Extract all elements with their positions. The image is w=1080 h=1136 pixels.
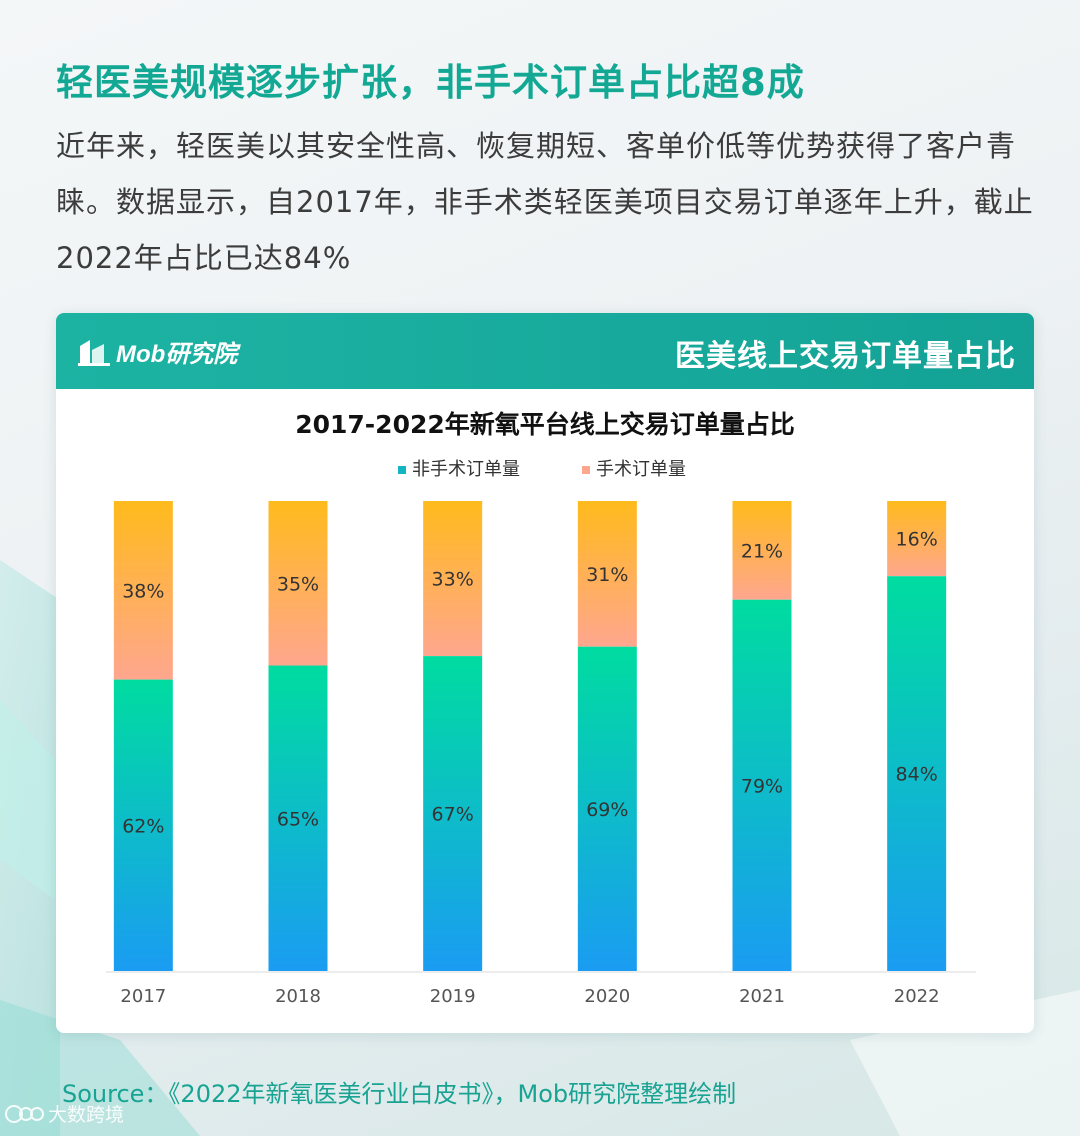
data-label-surgical: 31% [586, 564, 628, 586]
x-tick-label: 2018 [275, 986, 321, 1007]
x-tick-label: 2021 [739, 986, 785, 1007]
data-label-surgical: 38% [122, 580, 164, 602]
mob-logo: Mob研究院 [78, 331, 237, 371]
bar-surgical-2020 [577, 501, 637, 647]
watermark: 大数跨境 [4, 1100, 124, 1127]
x-tick-label: 2020 [584, 986, 630, 1007]
x-tick-label: 2017 [120, 986, 166, 1007]
building-icon [78, 340, 110, 366]
data-label-non-surgical: 62% [122, 815, 164, 837]
bar-surgical-2018 [268, 501, 328, 666]
data-label-non-surgical: 84% [896, 764, 938, 786]
source-note: Source：《2022年新氧医美行业白皮书》，Mob研究院整理绘制 [62, 1080, 737, 1108]
legend-swatch [398, 466, 406, 474]
bar-surgical-2017 [113, 501, 173, 680]
data-label-surgical: 21% [741, 540, 783, 562]
chart-card: Mob研究院 医美线上交易订单量占比 2017-2022年新氧平台线上交易订单量… [56, 313, 1034, 1033]
card-title: 医美线上交易订单量占比 [675, 339, 1016, 374]
legend-label: 手术订单量 [596, 459, 686, 480]
data-label-surgical: 35% [277, 573, 319, 595]
data-label-non-surgical: 69% [586, 799, 628, 821]
x-tick-label: 2022 [894, 986, 940, 1007]
intro-paragraph: 近年来，轻医美以其安全性高、恢复期短、客单价低等优势获得了客户青睐。数据显示，自… [56, 129, 1034, 275]
data-label-surgical: 33% [432, 569, 474, 591]
logo-text: Mob研究院 [116, 340, 238, 368]
x-axis-ticks: 2017 2018 2019 2020 2021 2022 [120, 986, 939, 1007]
bars-group: 38% 62% 35% 65% 33% 67% 31% 69% 21% 79% 16% 84% [113, 501, 947, 971]
legend-swatch [582, 466, 590, 474]
watermark-logo-icon [5, 1104, 44, 1123]
bar-non-surgical-2021 [732, 599, 792, 971]
data-label-non-surgical: 67% [432, 804, 474, 826]
stacked-bar-chart: 2017-2022年新氧平台线上交易订单量占比 非手术订单量 手术订单量 38% 6… [106, 410, 976, 1007]
bar-surgical-2019 [423, 501, 483, 657]
bar-non-surgical-2022 [887, 576, 947, 971]
data-label-surgical: 16% [896, 529, 938, 551]
data-label-non-surgical: 79% [741, 775, 783, 797]
card-header: Mob研究院 医美线上交易订单量占比 [56, 313, 1034, 389]
x-tick-label: 2019 [430, 986, 476, 1007]
chart-title: 2017-2022年新氧平台线上交易订单量占比 [295, 410, 795, 439]
bar-surgical-2022 [887, 501, 947, 577]
bar-surgical-2021 [732, 501, 792, 600]
bar-non-surgical-2018 [268, 665, 328, 971]
chart-legend: 非手术订单量 手术订单量 [398, 459, 686, 480]
watermark-text: 大数跨境 [48, 1104, 125, 1126]
data-label-non-surgical: 65% [277, 808, 319, 830]
bar-non-surgical-2019 [423, 656, 483, 971]
legend-label: 非手术订单量 [412, 459, 520, 480]
bar-non-surgical-2017 [113, 679, 173, 971]
bar-non-surgical-2020 [577, 646, 637, 971]
headline: 轻医美规模逐步扩张，非手术订单占比超8成 [56, 61, 805, 104]
